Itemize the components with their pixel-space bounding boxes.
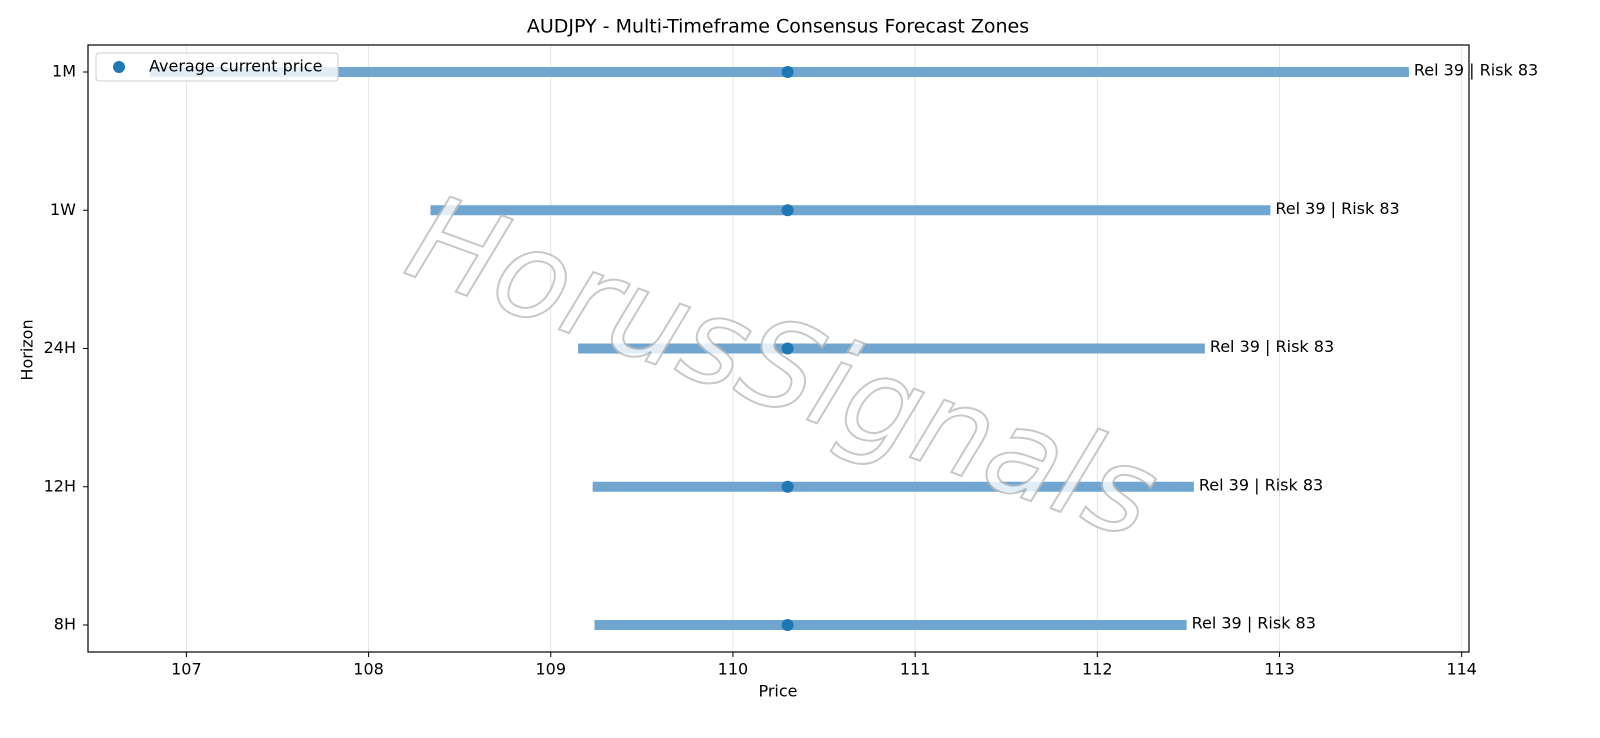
- current-price-dot: [781, 480, 794, 493]
- y-tick-label: 1M: [52, 62, 76, 81]
- y-tick-label: 24H: [44, 338, 76, 357]
- range-annotation: Rel 39 | Risk 83: [1275, 199, 1399, 218]
- legend: Average current price: [95, 52, 339, 82]
- legend-marker: [113, 61, 125, 73]
- x-tick-label: 112: [1082, 660, 1113, 679]
- forecast-range: [578, 343, 1205, 354]
- forecast-range: [592, 481, 1194, 492]
- x-tick-label: 109: [535, 660, 566, 679]
- range-annotation: Rel 39 | Risk 83: [1210, 337, 1334, 356]
- current-price-dot: [781, 204, 794, 217]
- plot-frame: [87, 44, 1470, 653]
- forecast-range: [594, 620, 1187, 630]
- y-tick-label: 12H: [44, 476, 76, 495]
- x-axis-label: Price: [758, 682, 797, 701]
- legend-box: [95, 52, 339, 82]
- chart-title: AUDJPY - Multi-Timeframe Consensus Forec…: [527, 16, 1029, 38]
- range-annotation: Rel 39 | Risk 83: [1414, 61, 1538, 80]
- x-tick-label: 107: [171, 660, 202, 679]
- x-tick-label: 111: [900, 660, 931, 679]
- watermark: HorusSignals: [391, 169, 1174, 567]
- current-price-dot: [781, 342, 794, 355]
- x-tick-label: 110: [718, 660, 749, 679]
- forecast-range: [149, 67, 1409, 77]
- y-tick-label: 8H: [54, 615, 76, 634]
- legend-label: Average current price: [149, 57, 322, 76]
- current-price-dot: [781, 66, 794, 78]
- range-annotation: Rel 39 | Risk 83: [1199, 475, 1323, 494]
- forecast-range: [430, 205, 1271, 216]
- x-tick-label: 108: [353, 660, 384, 679]
- current-price-dot: [781, 619, 794, 631]
- x-tick-label: 113: [1264, 660, 1295, 679]
- y-axis-label: Horizon: [18, 319, 37, 380]
- x-tick-label: 114: [1446, 660, 1477, 679]
- range-annotation: Rel 39 | Risk 83: [1192, 614, 1316, 633]
- y-tick-label: 1W: [50, 200, 76, 219]
- watermark-group: HorusSignals: [390, 168, 1175, 568]
